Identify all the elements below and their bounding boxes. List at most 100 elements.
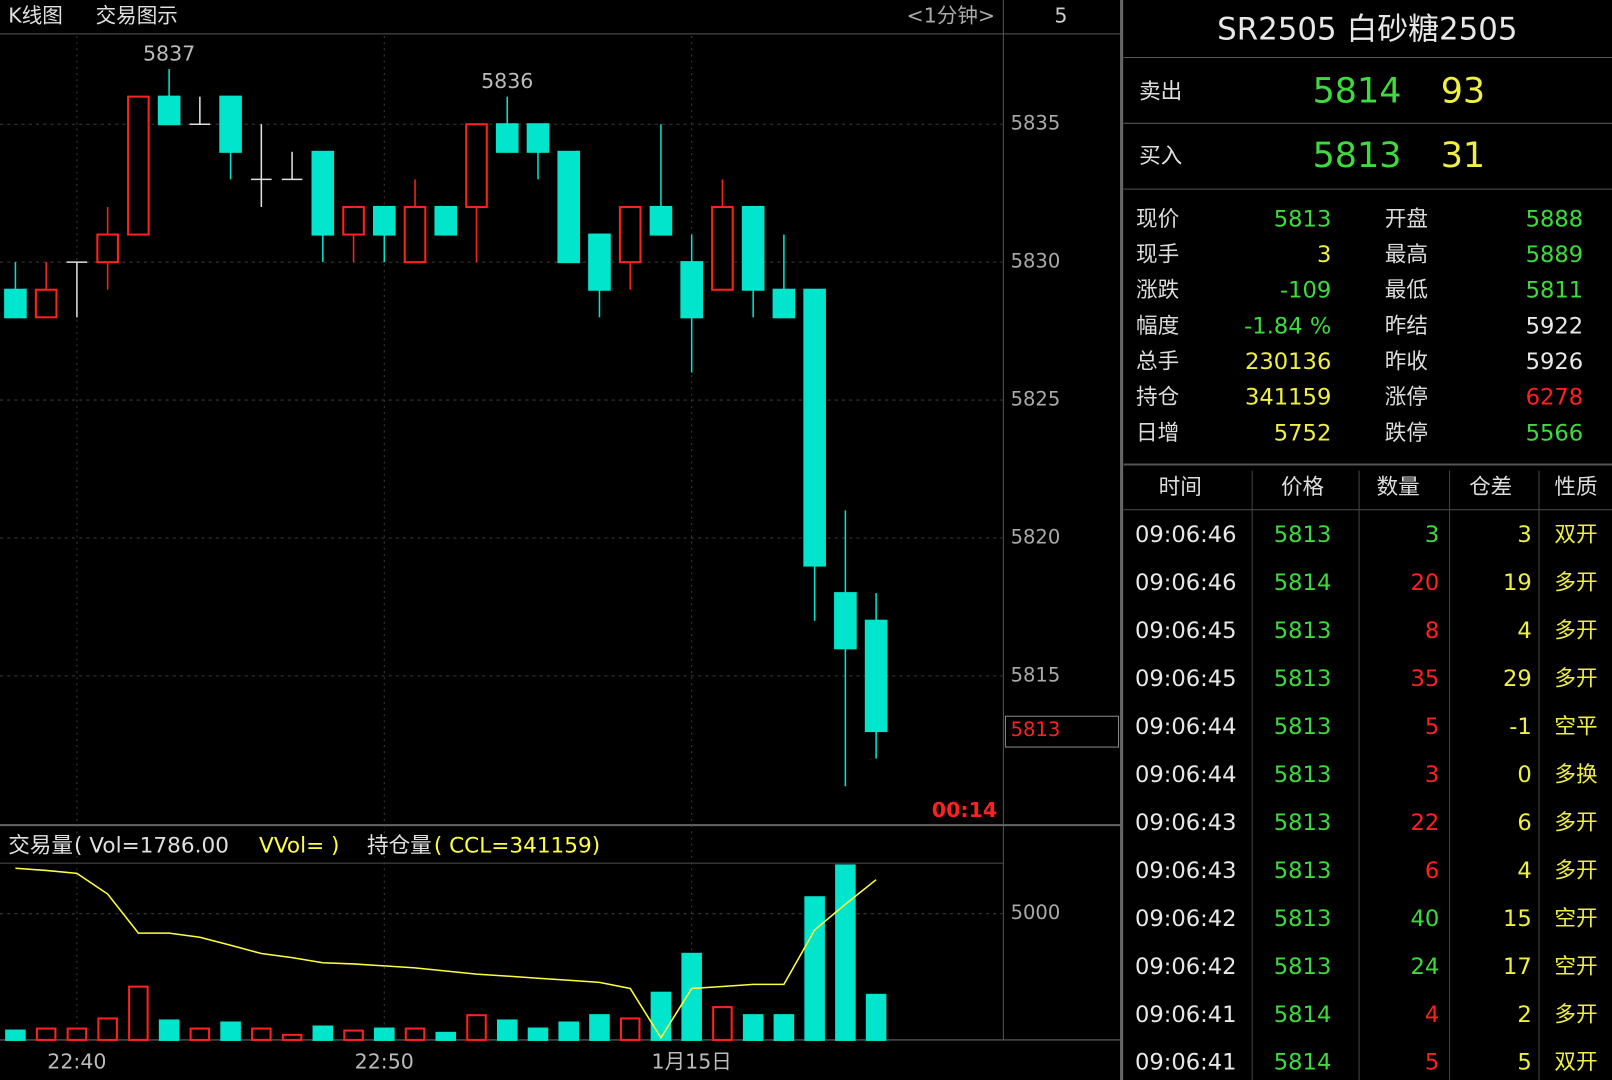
stat-value: 230136: [1245, 349, 1331, 375]
trade-oi-change: 4: [1517, 618, 1531, 644]
x-tick-label: 22:50: [355, 1050, 414, 1074]
volume-bar: [189, 1027, 211, 1041]
tab[interactable]: 交易图示: [96, 3, 178, 27]
trade-time: 09:06:44: [1135, 762, 1237, 788]
volume-bar: [343, 1029, 364, 1041]
column-header: 时间: [1159, 475, 1202, 500]
trade-kind: 多开: [1554, 618, 1597, 643]
stat-value: 5926: [1526, 349, 1584, 375]
stat-value: 341159: [1245, 385, 1331, 411]
trade-kind: 多开: [1554, 1002, 1597, 1027]
volume-bar: [589, 1014, 610, 1041]
trade-oi-change: 15: [1503, 906, 1532, 932]
trade-oi-change: 6: [1517, 810, 1531, 836]
volume-bar: [128, 985, 149, 1041]
candle-body: [526, 123, 550, 153]
volume-bar: [97, 1017, 118, 1041]
trade-volume: 35: [1410, 666, 1439, 692]
stat-value: -1.84 %: [1244, 313, 1331, 339]
trade-price: 5813: [1274, 858, 1332, 884]
y-tick-label: 5835: [1011, 112, 1061, 135]
candle-body: [403, 205, 427, 264]
trade-volume: 20: [1410, 570, 1439, 596]
trade-volume: 4: [1425, 1002, 1439, 1028]
stat-value: 5922: [1526, 313, 1584, 339]
stat-value: 5888: [1526, 206, 1584, 232]
volume-bar: [835, 864, 856, 1041]
column-header: 价格: [1281, 475, 1325, 500]
stat-value: -109: [1280, 278, 1331, 304]
stat-label: 幅度: [1136, 314, 1179, 339]
volume-bar: [312, 1025, 334, 1041]
trade-oi-change: 2: [1517, 1002, 1531, 1028]
trade-time: 09:06:45: [1135, 618, 1237, 644]
trade-volume: 5: [1425, 714, 1439, 740]
candle-body: [803, 288, 826, 567]
trade-volume: 24: [1410, 954, 1439, 980]
trade-time: 09:06:41: [1135, 1050, 1237, 1076]
candle-body: [434, 205, 458, 236]
candle-body: [157, 95, 181, 126]
trade-oi-change: 29: [1503, 666, 1532, 692]
y-tick-label: 5000: [1011, 901, 1061, 924]
stat-value: 5566: [1526, 420, 1584, 446]
trade-time: 09:06:44: [1135, 714, 1237, 740]
y-tick-label: 5825: [1011, 388, 1061, 411]
trade-kind: 多开: [1554, 858, 1597, 883]
candle-body: [4, 288, 27, 319]
volume-bar: [712, 1006, 733, 1041]
trade-price: 5813: [1274, 666, 1332, 692]
stat-value: 5813: [1274, 206, 1332, 232]
trade-kind: 多开: [1554, 666, 1597, 691]
candle-body: [465, 123, 488, 209]
trade-time: 09:06:45: [1135, 666, 1237, 692]
column-header: 数量: [1377, 475, 1420, 500]
trade-kind: 空平: [1554, 714, 1597, 739]
trade-oi-change: 5: [1517, 1050, 1531, 1076]
trade-kind: 多换: [1554, 762, 1597, 787]
candle-body: [588, 233, 611, 291]
trade-time: 09:06:43: [1135, 810, 1237, 836]
trade-time: 09:06:41: [1135, 1002, 1237, 1028]
y-tick-label: 5830: [1011, 250, 1061, 273]
ask-label: 卖出: [1139, 79, 1182, 104]
volume-bar: [742, 1014, 764, 1041]
stat-label: 昨结: [1385, 314, 1428, 339]
candle-body: [96, 233, 119, 264]
high-label: 5837: [143, 42, 195, 66]
stat-label: 最高: [1385, 243, 1428, 268]
contract-title: SR2505 白砂糖2505: [1217, 11, 1517, 47]
candle-body: [495, 123, 519, 153]
stat-value: 5811: [1526, 278, 1584, 304]
stat-label: 现价: [1136, 207, 1179, 232]
legend-name: 持仓量: [367, 834, 432, 859]
stat-label: 涨停: [1385, 385, 1428, 410]
volume-bar: [804, 896, 825, 1041]
legend-value: ( CCL=341159): [434, 834, 600, 859]
stat-label: 昨收: [1385, 350, 1428, 375]
stat-label: 最低: [1385, 278, 1428, 303]
current-price: 5813: [1011, 718, 1061, 741]
high-label: 5836: [481, 69, 533, 93]
tab[interactable]: K线图: [8, 3, 63, 27]
bid-price: 5813: [1313, 136, 1402, 176]
stat-label: 现手: [1136, 243, 1179, 268]
legend-extra: VVol= ): [259, 834, 339, 859]
trade-volume: 22: [1410, 810, 1439, 836]
trade-oi-change: 19: [1503, 570, 1532, 596]
trade-kind: 空开: [1554, 954, 1597, 979]
trade-price: 5814: [1274, 1050, 1332, 1076]
stat-label: 持仓: [1136, 385, 1179, 410]
trade-kind: 双开: [1554, 1050, 1597, 1075]
stat-label: 开盘: [1385, 207, 1428, 232]
legend-value: ( Vol=1786.00: [74, 834, 229, 859]
trade-volume: 6: [1425, 858, 1439, 884]
trade-time: 09:06:46: [1135, 522, 1237, 548]
stat-label: 跌停: [1385, 421, 1428, 446]
trade-price: 5813: [1274, 810, 1332, 836]
column-header: 性质: [1554, 475, 1597, 500]
period[interactable]: <1分钟>: [907, 3, 996, 27]
trade-oi-change: 4: [1517, 858, 1531, 884]
y-tick-label: 5815: [1011, 663, 1061, 686]
stat-label: 总手: [1136, 350, 1179, 375]
